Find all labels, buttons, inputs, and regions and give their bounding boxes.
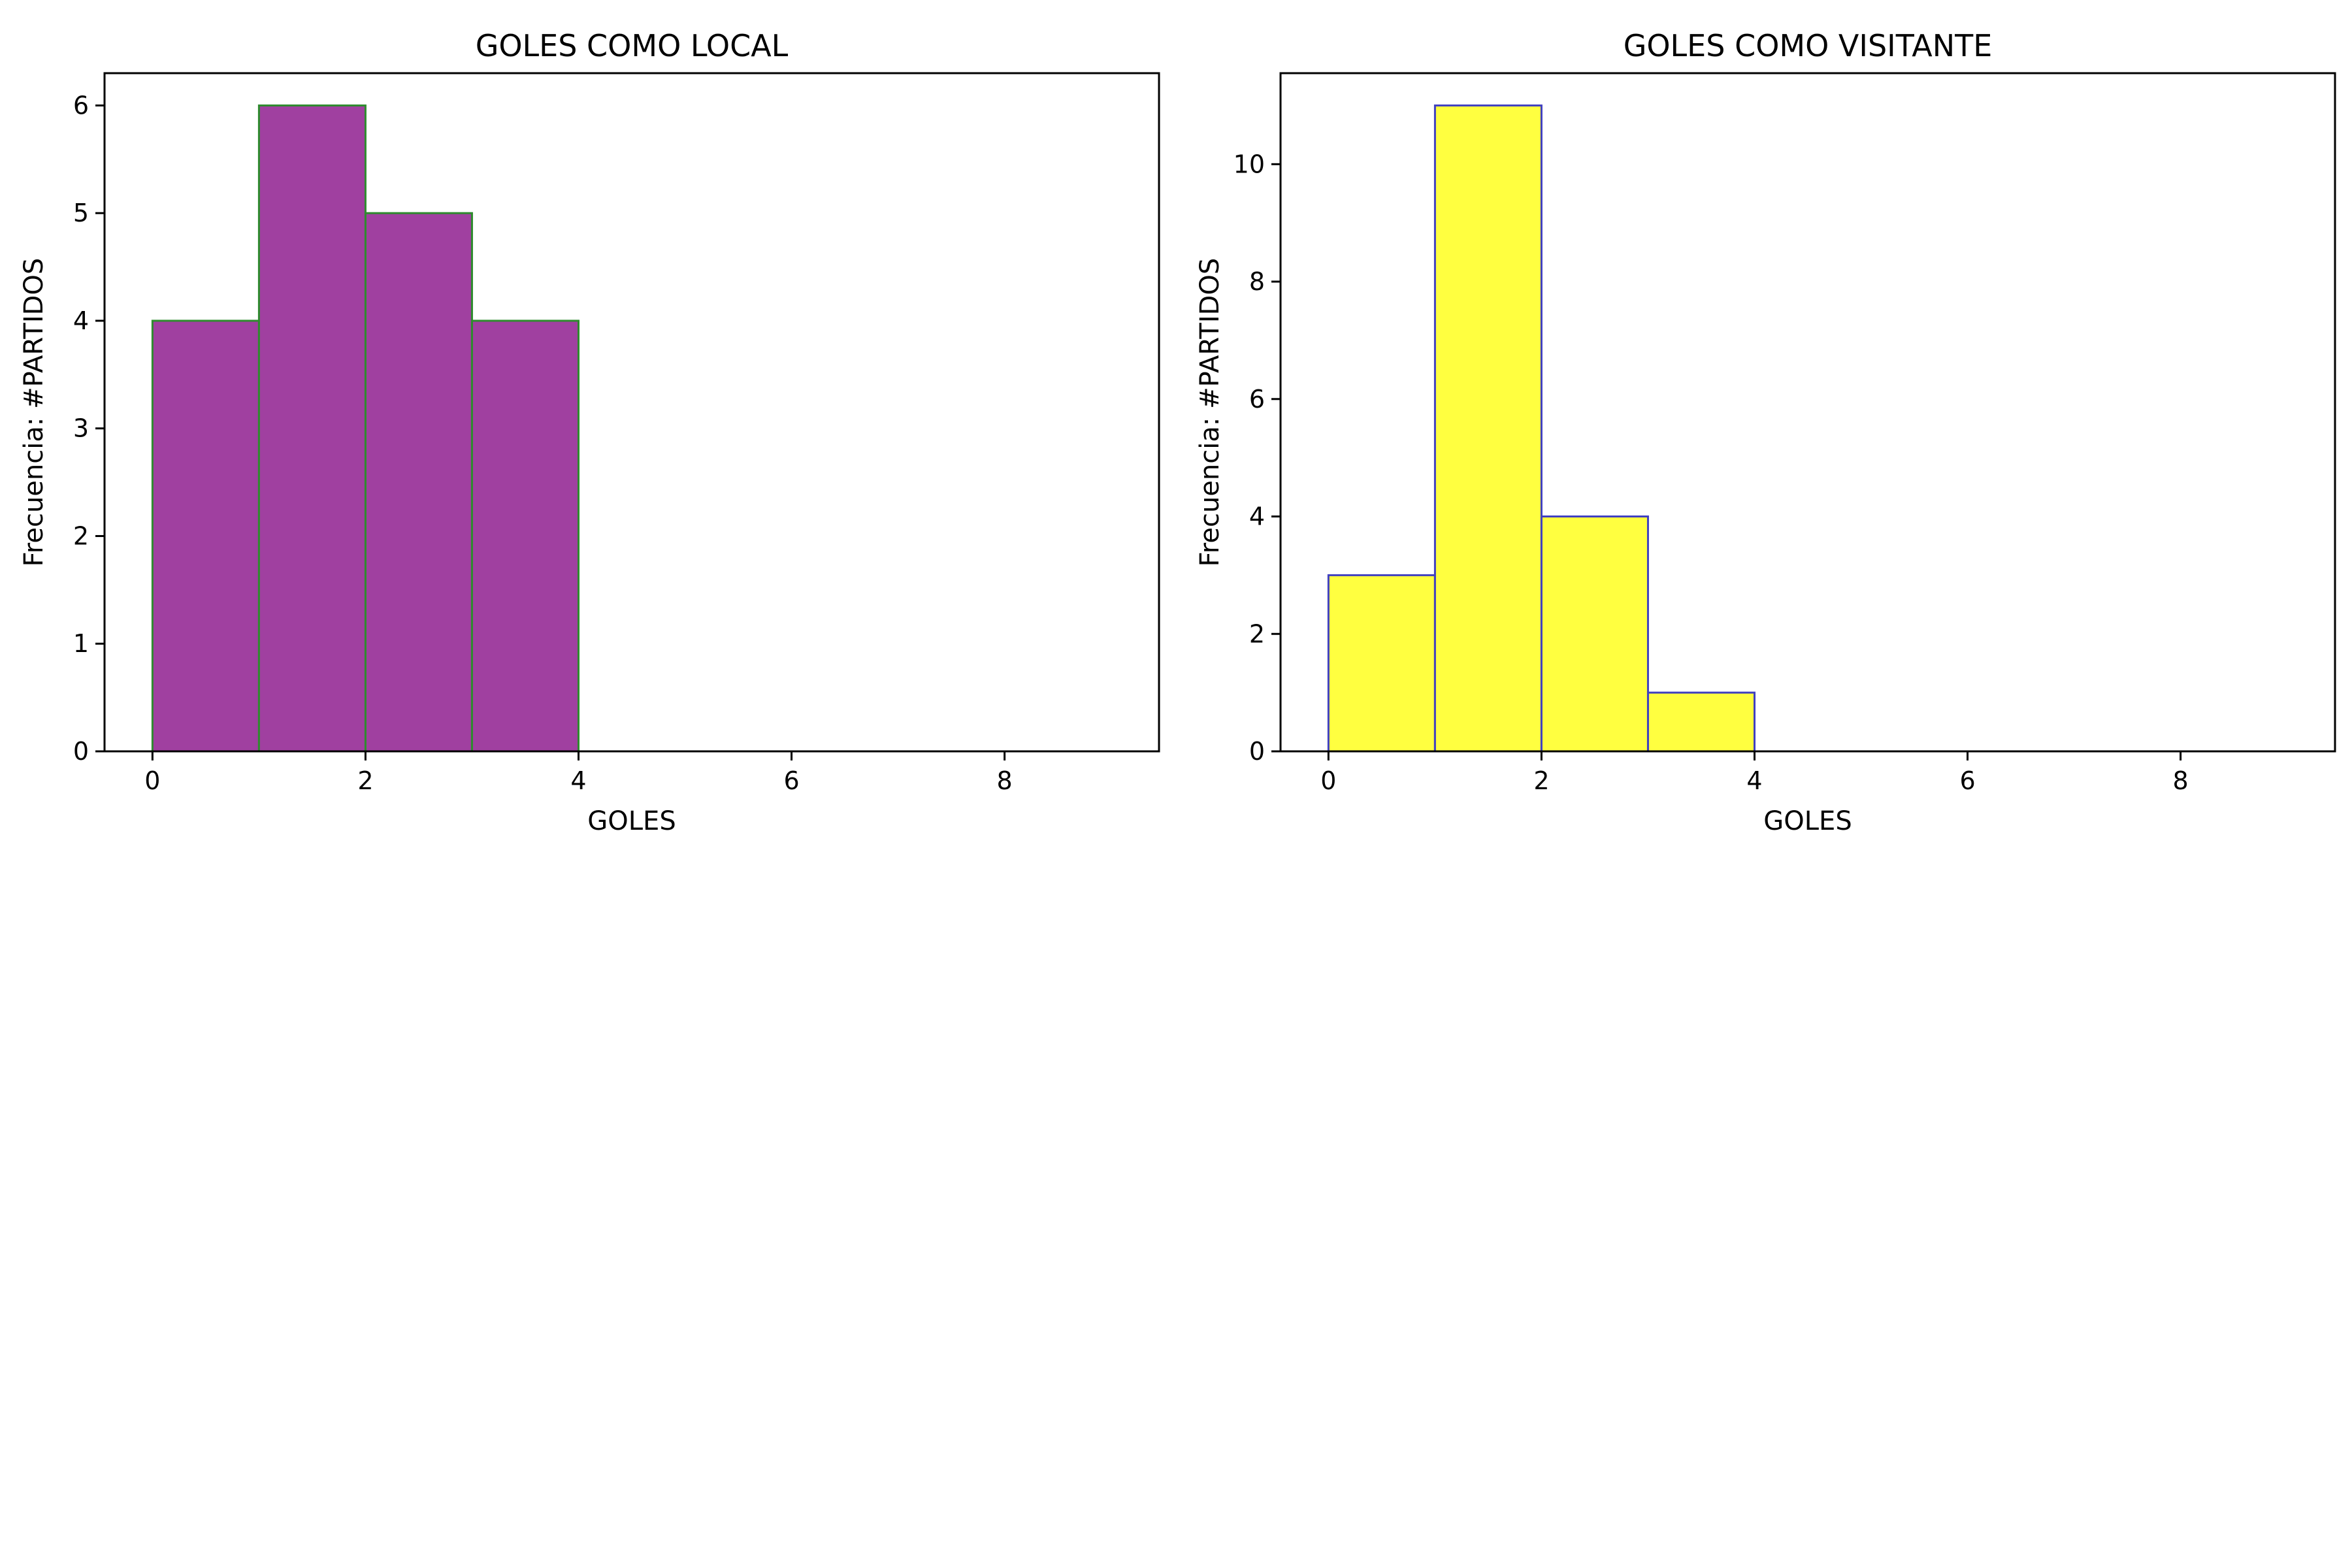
y-axis-ticks: 0 1 2 3 4 5 6 <box>73 91 105 766</box>
histogram-bar <box>1433 104 1543 753</box>
y-tick-label: 4 <box>1249 502 1265 531</box>
bar-group <box>151 104 580 753</box>
histogram-bar <box>1646 691 1756 753</box>
y-axis-label: Frecuencia: #PARTIDOS <box>19 258 49 567</box>
x-tick-label: 4 <box>570 766 586 795</box>
y-tick-label: 10 <box>1233 150 1265 178</box>
y-axis-ticks: 0 2 4 6 8 10 <box>1233 150 1281 766</box>
y-tick-label: 3 <box>73 414 89 443</box>
x-tick-label: 2 <box>1533 766 1549 795</box>
histogram-bar <box>1540 515 1649 753</box>
x-axis-ticks: 0 2 4 6 8 <box>1320 751 2189 795</box>
y-tick-label: 6 <box>1249 385 1265 414</box>
histogram-bar <box>1327 574 1436 753</box>
y-tick-label: 5 <box>73 199 89 227</box>
histogram-bar <box>470 319 580 753</box>
y-tick-label: 6 <box>73 91 89 120</box>
y-tick-label: 4 <box>73 306 89 335</box>
x-tick-label: 8 <box>2173 766 2189 795</box>
histogram-bar <box>364 212 473 753</box>
histogram-bar <box>151 319 260 753</box>
y-tick-label: 0 <box>73 737 89 766</box>
x-tick-label: 6 <box>783 766 799 795</box>
x-tick-label: 2 <box>357 766 373 795</box>
y-tick-label: 2 <box>73 521 89 550</box>
chart-title: GOLES COMO LOCAL <box>476 28 789 63</box>
y-tick-label: 1 <box>73 629 89 658</box>
x-axis-ticks: 0 2 4 6 8 <box>144 751 1013 795</box>
x-tick-label: 6 <box>1959 766 1975 795</box>
histogram-bar <box>257 104 367 753</box>
y-tick-label: 2 <box>1249 619 1265 648</box>
x-axis-label: GOLES <box>1763 806 1852 836</box>
y-tick-label: 0 <box>1249 737 1265 766</box>
y-tick-label: 8 <box>1249 267 1265 296</box>
axes-frame <box>1279 72 2336 753</box>
x-tick-label: 4 <box>1746 766 1762 795</box>
x-tick-label: 8 <box>997 766 1013 795</box>
chart-goles-visitante: GOLES COMO VISITANTE GOLES Frecuencia: #… <box>1195 28 2336 836</box>
axes-frame <box>103 72 1160 753</box>
x-tick-label: 0 <box>1320 766 1336 795</box>
x-tick-label: 0 <box>144 766 160 795</box>
y-axis-label: Frecuencia: #PARTIDOS <box>1195 258 1225 567</box>
bar-group <box>1327 104 1756 753</box>
chart-title: GOLES COMO VISITANTE <box>1624 28 1993 63</box>
x-axis-label: GOLES <box>587 806 676 836</box>
chart-goles-local: GOLES COMO LOCAL GOLES Frecuencia: #PART… <box>19 28 1160 836</box>
